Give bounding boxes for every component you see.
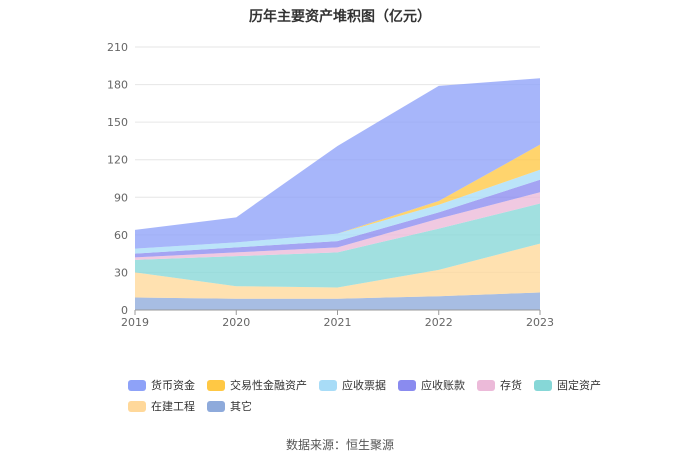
area-series-5 <box>135 169 540 254</box>
y-tick-label: 60 <box>114 229 128 242</box>
area-series-0 <box>135 292 540 310</box>
legend-label: 其它 <box>230 400 252 413</box>
x-tick-label: 2021 <box>324 316 352 329</box>
legend-item[interactable]: 在建工程 <box>128 398 195 414</box>
x-tick-label: 2020 <box>222 316 250 329</box>
legend-label: 交易性金融资产 <box>230 379 307 392</box>
y-tick-label: 90 <box>114 191 128 204</box>
legend-label: 应收账款 <box>421 379 465 392</box>
y-tick-label: 120 <box>107 154 128 167</box>
legend-label: 固定资产 <box>557 379 601 392</box>
legend-swatch <box>207 379 225 391</box>
chart-title: 历年主要资产堆积图（亿元） <box>249 9 431 25</box>
legend-item[interactable]: 固定资产 <box>534 377 601 393</box>
data-source-note: 数据来源：恒生聚源 <box>285 438 394 452</box>
legend-swatch <box>477 379 495 391</box>
legend-item[interactable]: 其它 <box>207 398 252 414</box>
legend-row: 货币资金 交易性金融资产 应收票据 应收账款 存货 固定资产 <box>128 377 613 393</box>
y-tick-label: 180 <box>107 79 128 92</box>
y-tick-label: 150 <box>107 116 128 129</box>
x-tick-label: 2019 <box>121 316 149 329</box>
area-series-1 <box>135 243 540 299</box>
legend-swatch <box>319 379 337 391</box>
legend-swatch <box>398 379 416 391</box>
legend-label: 存货 <box>500 379 522 392</box>
legend-label: 应收票据 <box>342 379 386 392</box>
y-tick-label: 0 <box>121 304 128 317</box>
legend-item[interactable]: 存货 <box>477 377 522 393</box>
legend-label: 货币资金 <box>151 379 195 392</box>
legend-label: 在建工程 <box>151 400 195 413</box>
y-tick-label: 30 <box>114 266 128 279</box>
area-series-6 <box>135 144 540 249</box>
legend-item[interactable]: 应收票据 <box>319 377 386 393</box>
y-tick-label: 210 <box>107 41 128 54</box>
legend-item[interactable]: 应收账款 <box>398 377 465 393</box>
legend-item[interactable]: 货币资金 <box>128 377 195 393</box>
area-series-4 <box>135 179 540 258</box>
legend-item[interactable]: 交易性金融资产 <box>207 377 307 393</box>
area-series-7 <box>135 78 540 249</box>
legend-swatch <box>128 379 146 391</box>
area-series-2 <box>135 203 540 288</box>
legend-swatch <box>128 400 146 412</box>
legend-swatch <box>534 379 552 391</box>
legend-row: 在建工程 其它 <box>128 398 264 414</box>
x-tick-label: 2023 <box>526 316 554 329</box>
legend-swatch <box>207 400 225 412</box>
x-tick-label: 2022 <box>425 316 453 329</box>
